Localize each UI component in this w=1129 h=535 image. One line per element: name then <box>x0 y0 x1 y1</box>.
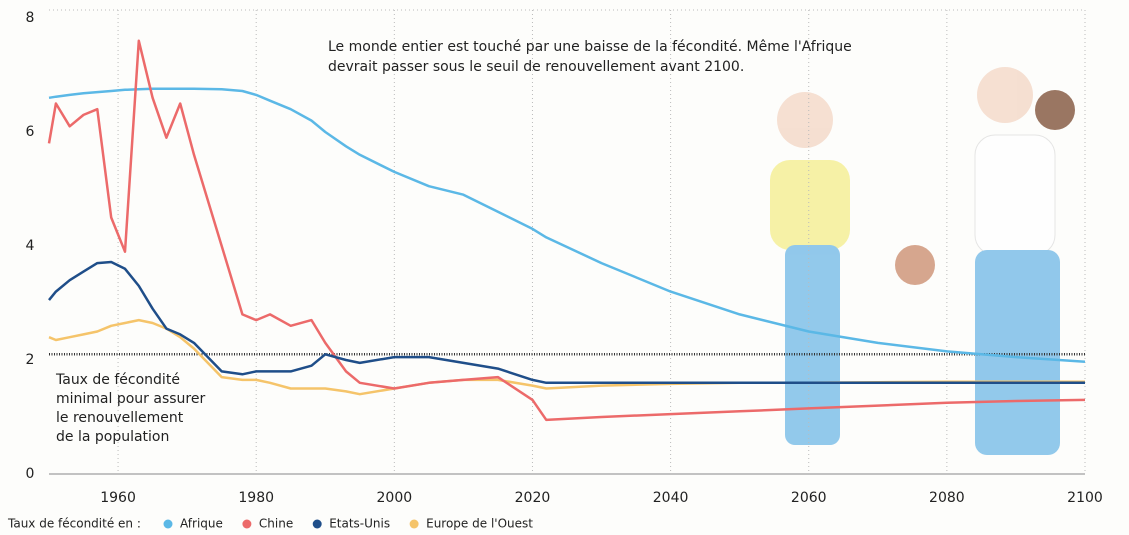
x-tick-label: 2100 <box>1067 490 1103 506</box>
series-line <box>48 260 1085 385</box>
legend-marker <box>312 519 322 529</box>
x-tick-label: 2060 <box>791 490 827 506</box>
series-line <box>48 87 1086 363</box>
illustration <box>770 67 1075 455</box>
legend-marker <box>242 519 252 529</box>
y-tick-label: 0 <box>26 466 35 482</box>
y-tick-label: 4 <box>26 238 35 254</box>
legend-marker <box>163 519 173 529</box>
x-tick-label: 2040 <box>653 490 689 506</box>
chart-title: Le monde entier est touché par une baiss… <box>328 39 852 55</box>
legend-label: Afrique <box>180 517 223 531</box>
chart-title: devrait passer sous le seuil de renouvel… <box>328 59 744 75</box>
legend-label: Etats-Unis <box>329 517 390 531</box>
reference-label: le renouvellement <box>56 410 184 426</box>
x-tick-label: 1960 <box>100 490 136 506</box>
x-tick-label: 1980 <box>238 490 274 506</box>
x-tick-label: 2000 <box>377 490 413 506</box>
x-tick-label: 2020 <box>515 490 551 506</box>
legend-title: Taux de fécondité en : <box>7 517 141 531</box>
series-line <box>47 39 1086 422</box>
legend-label: Europe de l'Ouest <box>426 517 533 531</box>
x-tick-label: 2080 <box>929 490 965 506</box>
legend-label: Chine <box>259 517 293 531</box>
reference-label: minimal pour assurer <box>56 391 205 407</box>
y-tick-label: 2 <box>26 352 35 368</box>
y-tick-label: 8 <box>26 10 35 26</box>
reference-label: de la population <box>56 429 169 445</box>
reference-label: Taux de fécondité <box>55 372 180 388</box>
y-tick-label: 6 <box>26 124 35 140</box>
legend-marker <box>409 519 419 529</box>
